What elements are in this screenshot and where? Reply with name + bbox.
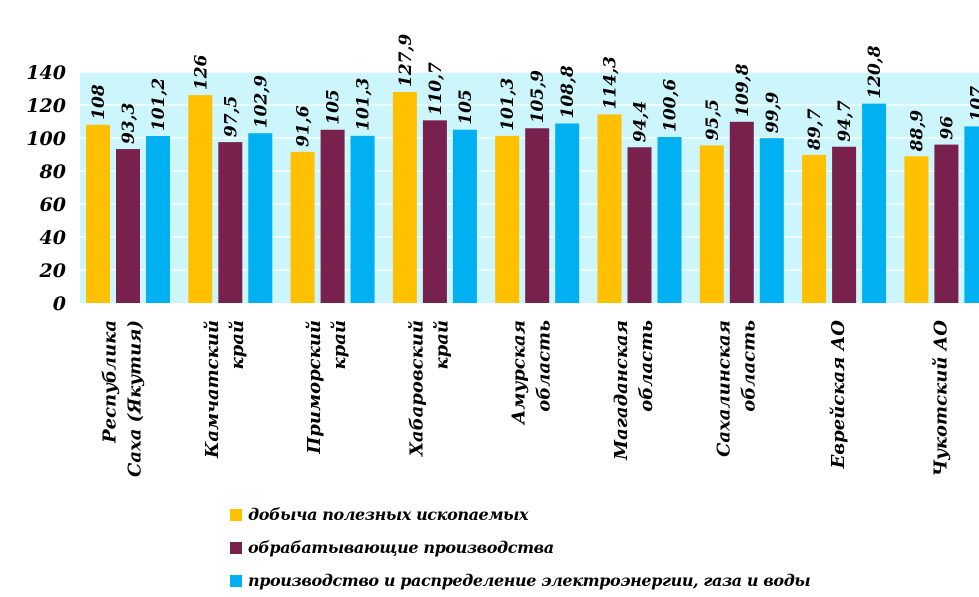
bar bbox=[350, 135, 375, 303]
bar bbox=[452, 129, 477, 303]
legend-swatch bbox=[230, 574, 242, 587]
bar bbox=[934, 144, 959, 303]
data-label: 108,8 bbox=[558, 65, 578, 118]
data-label: 94,4 bbox=[631, 101, 651, 142]
data-label: 126 bbox=[191, 54, 211, 90]
bar bbox=[188, 95, 213, 303]
data-label: 89,7 bbox=[805, 108, 825, 151]
data-label: 120,8 bbox=[865, 45, 885, 98]
bar bbox=[525, 128, 550, 303]
legend-item: добыча полезных ископаемых bbox=[230, 498, 975, 531]
bars bbox=[86, 91, 979, 304]
bar bbox=[320, 129, 345, 303]
data-label: 108 bbox=[89, 84, 109, 120]
data-label: 107 bbox=[967, 86, 979, 122]
y-tick-label: 80 bbox=[39, 161, 66, 183]
data-label: 97,5 bbox=[221, 96, 241, 137]
bar bbox=[729, 121, 754, 303]
bar bbox=[759, 138, 784, 303]
y-tick-label: 140 bbox=[26, 62, 66, 84]
data-label: 105,9 bbox=[528, 70, 548, 123]
category-label: Магаданская bbox=[611, 320, 632, 461]
y-tick-label: 100 bbox=[26, 128, 66, 150]
data-label: 101,3 bbox=[354, 77, 374, 130]
data-label: 101,2 bbox=[149, 78, 169, 131]
bar bbox=[904, 156, 929, 303]
bar bbox=[627, 147, 652, 303]
legend-label: производство и распределение электроэнер… bbox=[248, 571, 811, 590]
category-label: область bbox=[636, 320, 657, 412]
category-label: Чукотский АО bbox=[930, 320, 951, 477]
bar bbox=[218, 142, 243, 303]
data-label: 88,9 bbox=[907, 110, 927, 153]
bar bbox=[964, 126, 979, 303]
data-label: 109,8 bbox=[733, 63, 753, 116]
data-label: 101,3 bbox=[498, 77, 518, 130]
legend-label: обрабатывающие производства bbox=[248, 538, 554, 557]
category-label: край bbox=[329, 320, 350, 370]
data-label: 96 bbox=[937, 116, 957, 140]
category-label: Республика bbox=[100, 320, 121, 444]
bar bbox=[116, 149, 140, 303]
bar bbox=[146, 136, 170, 303]
bar bbox=[862, 103, 887, 304]
data-label: 127,9 bbox=[396, 34, 416, 87]
category-label: край bbox=[431, 320, 452, 370]
category-label: область bbox=[534, 320, 555, 412]
data-label: 100,6 bbox=[661, 79, 681, 132]
bar bbox=[86, 124, 110, 303]
data-label: 91,6 bbox=[294, 105, 314, 147]
data-label: 102,9 bbox=[251, 75, 271, 128]
legend-item: производство и распределение электроэнер… bbox=[230, 564, 975, 597]
bar bbox=[657, 137, 682, 303]
y-tick-label: 0 bbox=[53, 293, 66, 315]
bar bbox=[802, 154, 827, 303]
category-label: Камчатский bbox=[202, 320, 223, 459]
legend-item: обрабатывающие производства bbox=[230, 531, 975, 564]
legend: добыча полезных ископаемых обрабатывающие… bbox=[230, 498, 975, 597]
category-labels: Республика Саха (Якутия) Камчатский край При… bbox=[100, 320, 952, 477]
y-tick-label: 40 bbox=[40, 227, 66, 249]
y-tick-label: 60 bbox=[40, 194, 66, 216]
y-tick-label: 20 bbox=[39, 260, 66, 282]
data-label: 99,9 bbox=[763, 92, 783, 134]
data-label: 114,3 bbox=[601, 56, 621, 109]
legend-swatch bbox=[230, 541, 242, 554]
legend-swatch bbox=[230, 508, 242, 521]
bar bbox=[392, 91, 417, 303]
data-label: 105 bbox=[324, 89, 344, 125]
bar bbox=[699, 145, 724, 303]
category-label: Сахалинская bbox=[713, 320, 734, 457]
bar bbox=[290, 151, 315, 303]
data-label: 110,7 bbox=[426, 62, 446, 115]
data-label: 93,3 bbox=[119, 102, 139, 144]
value-labels: 108 126 91,6 127,9 101,3 114,3 95,5 89,7 88,9 93,… bbox=[89, 34, 979, 153]
category-label: Хабаровский bbox=[406, 320, 427, 457]
category-label: край bbox=[227, 320, 248, 370]
bar bbox=[597, 114, 622, 303]
data-label: 94,7 bbox=[835, 100, 855, 142]
bar bbox=[248, 133, 273, 303]
bar bbox=[422, 120, 447, 303]
category-label: Еврейская АО bbox=[828, 320, 849, 470]
bar bbox=[495, 135, 520, 303]
bar bbox=[555, 123, 580, 303]
data-label: 95,5 bbox=[703, 99, 723, 140]
y-axis-ticks: 0 20 40 60 80 100 120 140 bbox=[26, 62, 66, 315]
bar bbox=[832, 146, 857, 303]
category-label: Амурская bbox=[509, 320, 530, 426]
data-label: 105 bbox=[456, 89, 476, 125]
category-label: Приморский bbox=[304, 320, 325, 455]
category-label: Саха (Якутия) bbox=[125, 320, 146, 477]
category-label: область bbox=[738, 320, 759, 412]
y-tick-label: 120 bbox=[26, 95, 66, 117]
legend-label: добыча полезных ископаемых bbox=[248, 505, 529, 524]
